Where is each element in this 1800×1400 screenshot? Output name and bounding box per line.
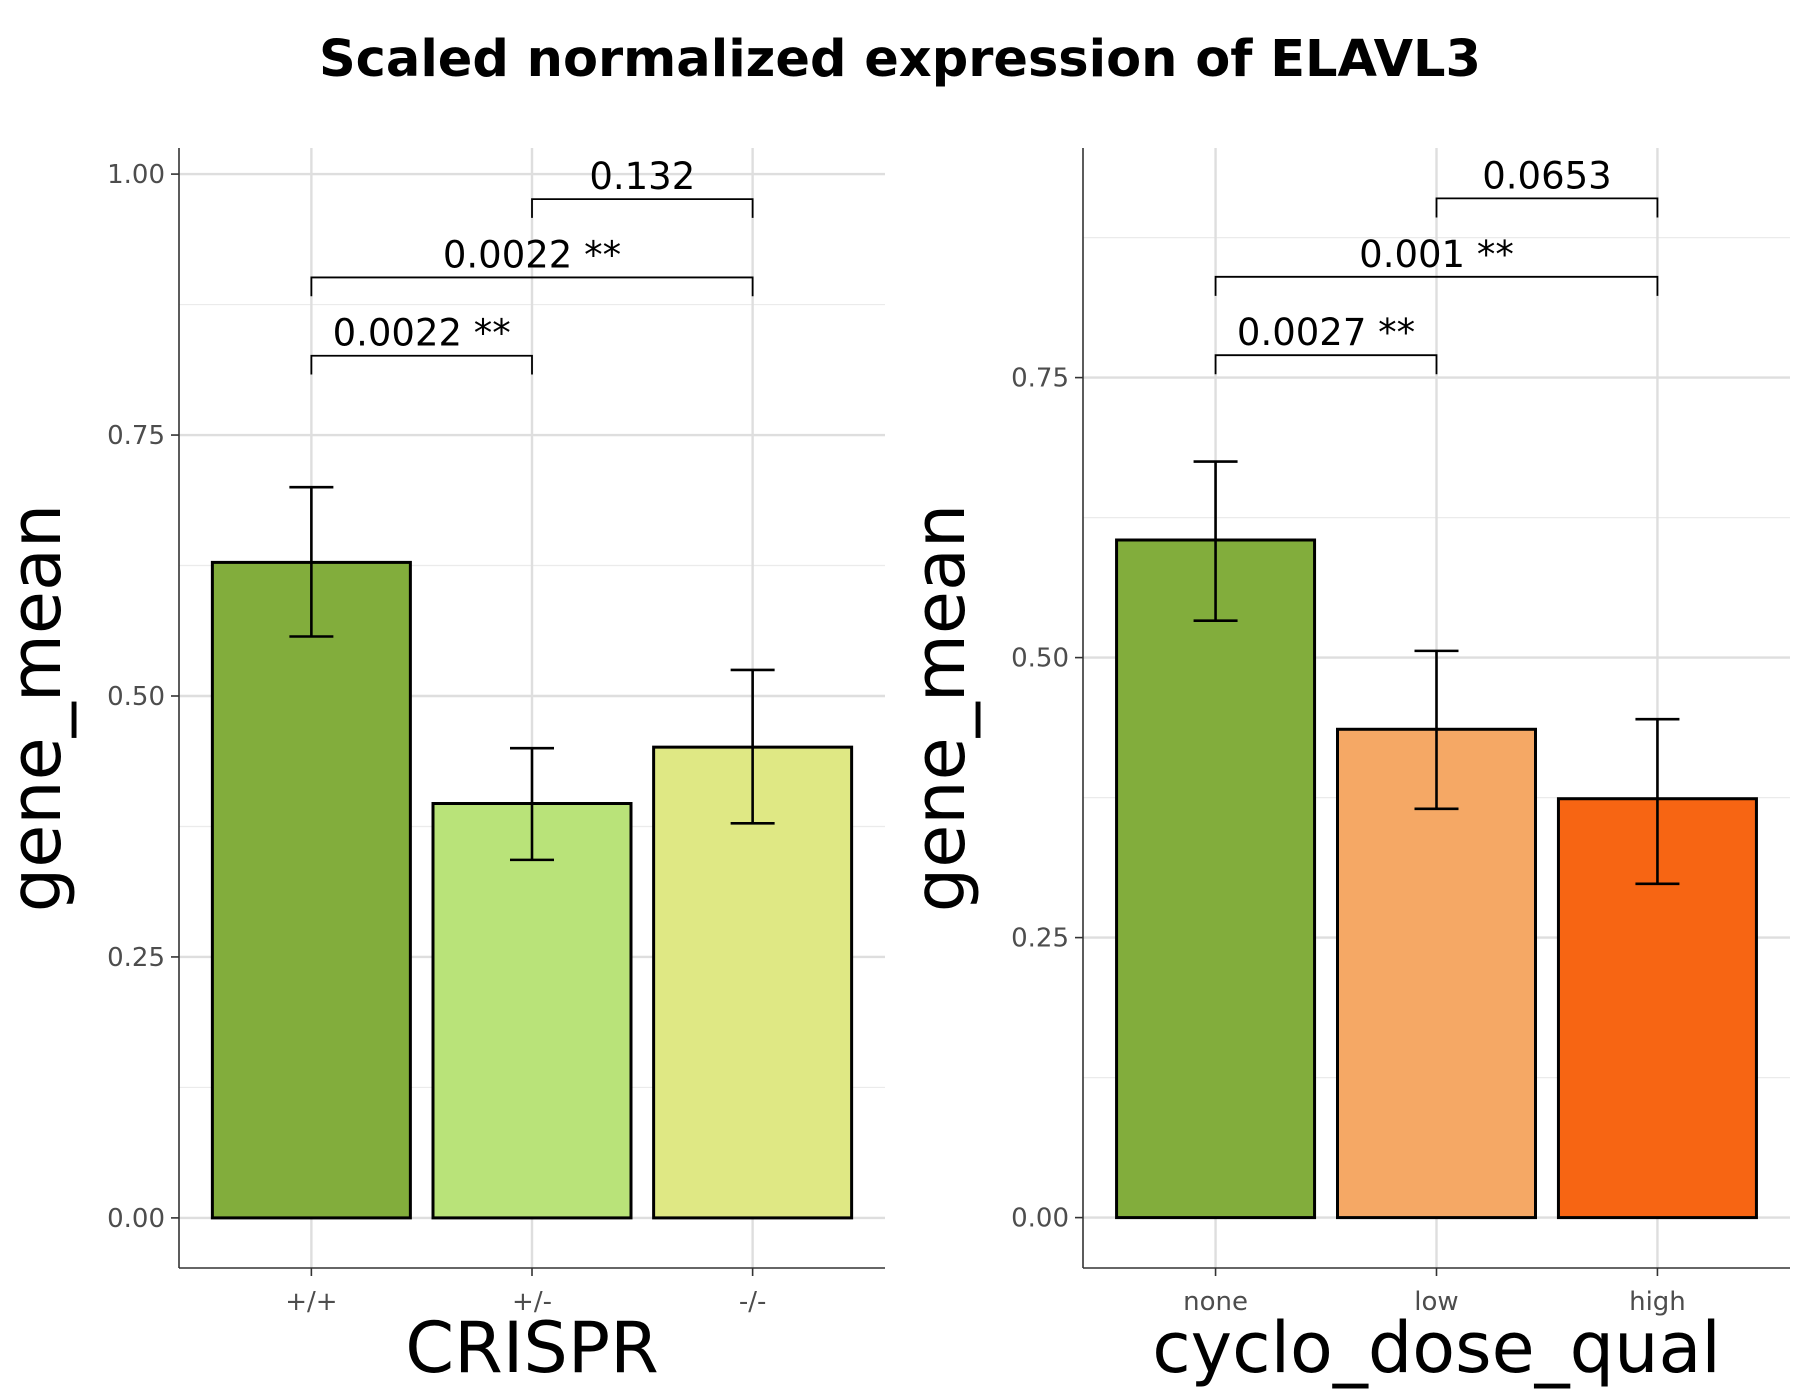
error-bar-high	[1635, 717, 1680, 886]
significance-bracket-1: 0.0027 **	[1214, 311, 1438, 375]
bar-none	[1115, 538, 1317, 1220]
significance-bracket-3: 0.0653	[1435, 154, 1659, 218]
x-tick-label: high	[1629, 1287, 1686, 1317]
y-axis-title: gene_mean	[0, 504, 77, 912]
figure-title: Scaled normalized expression of ELAVL3	[318, 30, 1482, 89]
significance-bracket-1: 0.0022 **	[310, 312, 533, 375]
x-tick-label: low	[1414, 1287, 1458, 1317]
bracket-line	[1214, 354, 1438, 375]
error-bar--/-	[730, 668, 775, 825]
bracket-line	[531, 198, 754, 218]
x-axis-title: CRISPR	[405, 1307, 658, 1389]
p-value-label: 0.0653	[1482, 154, 1611, 197]
bracket-line	[310, 276, 754, 297]
p-value-label: 0.001 **	[1359, 233, 1514, 276]
y-tick-label: 0.25	[1011, 924, 1069, 954]
error-bar-+/+	[289, 485, 334, 638]
x-axis-title: cyclo_dose_qual	[1152, 1307, 1721, 1389]
y-tick-label: 0.25	[107, 943, 165, 973]
y-tick-label: 0.50	[107, 682, 165, 712]
y-tick-label: 0.00	[1011, 1204, 1069, 1234]
bar-+/+	[210, 560, 412, 1220]
x-tick-label: +/-	[512, 1287, 552, 1317]
p-value-label: 0.132	[589, 155, 695, 198]
error-bar-+/-	[510, 746, 554, 862]
y-axis-title: gene_mean	[899, 504, 981, 912]
y-tick-label: 0.75	[107, 421, 165, 451]
bracket-line	[1214, 275, 1659, 296]
x-tick-label: -/-	[739, 1287, 767, 1317]
error-bar-low	[1414, 649, 1459, 811]
y-tick-label: 0.00	[107, 1204, 165, 1234]
p-value-label: 0.0022 **	[333, 312, 511, 355]
x-tick-label: +/+	[285, 1287, 337, 1317]
y-tick-label: 0.50	[1011, 644, 1069, 674]
significance-bracket-3: 0.132	[531, 155, 754, 218]
p-value-label: 0.0027 **	[1237, 311, 1415, 354]
y-tick-label: 1.00	[107, 160, 165, 190]
x-tick-label: none	[1183, 1287, 1248, 1317]
bar-+/-	[431, 802, 633, 1220]
bar--/-	[652, 745, 854, 1220]
significance-bracket-2: 0.001 **	[1214, 233, 1659, 296]
bracket-line	[310, 354, 533, 375]
y-tick-label: 0.75	[1011, 364, 1069, 394]
panel-left: 0.0022 ** 0.0022 ** 0.132 0.00 0.25 0.50 0.75 1…	[0, 148, 885, 1389]
bracket-line	[1435, 197, 1659, 218]
panel-right: 0.0027 ** 0.001 ** 0.0653 0.00 0.25 0.50 0.75 n…	[899, 148, 1790, 1389]
p-value-label: 0.0022 **	[443, 233, 621, 276]
significance-bracket-2: 0.0022 **	[310, 233, 754, 297]
error-bar-none	[1193, 460, 1238, 622]
